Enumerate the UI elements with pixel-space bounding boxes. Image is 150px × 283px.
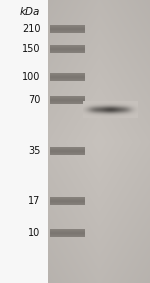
Text: kDa: kDa <box>20 7 40 17</box>
Text: 150: 150 <box>22 44 40 54</box>
Text: 17: 17 <box>28 196 40 207</box>
Text: 70: 70 <box>28 95 40 105</box>
Text: 210: 210 <box>22 24 40 34</box>
Text: 35: 35 <box>28 145 40 156</box>
Text: 10: 10 <box>28 228 40 238</box>
Text: 100: 100 <box>22 72 40 82</box>
